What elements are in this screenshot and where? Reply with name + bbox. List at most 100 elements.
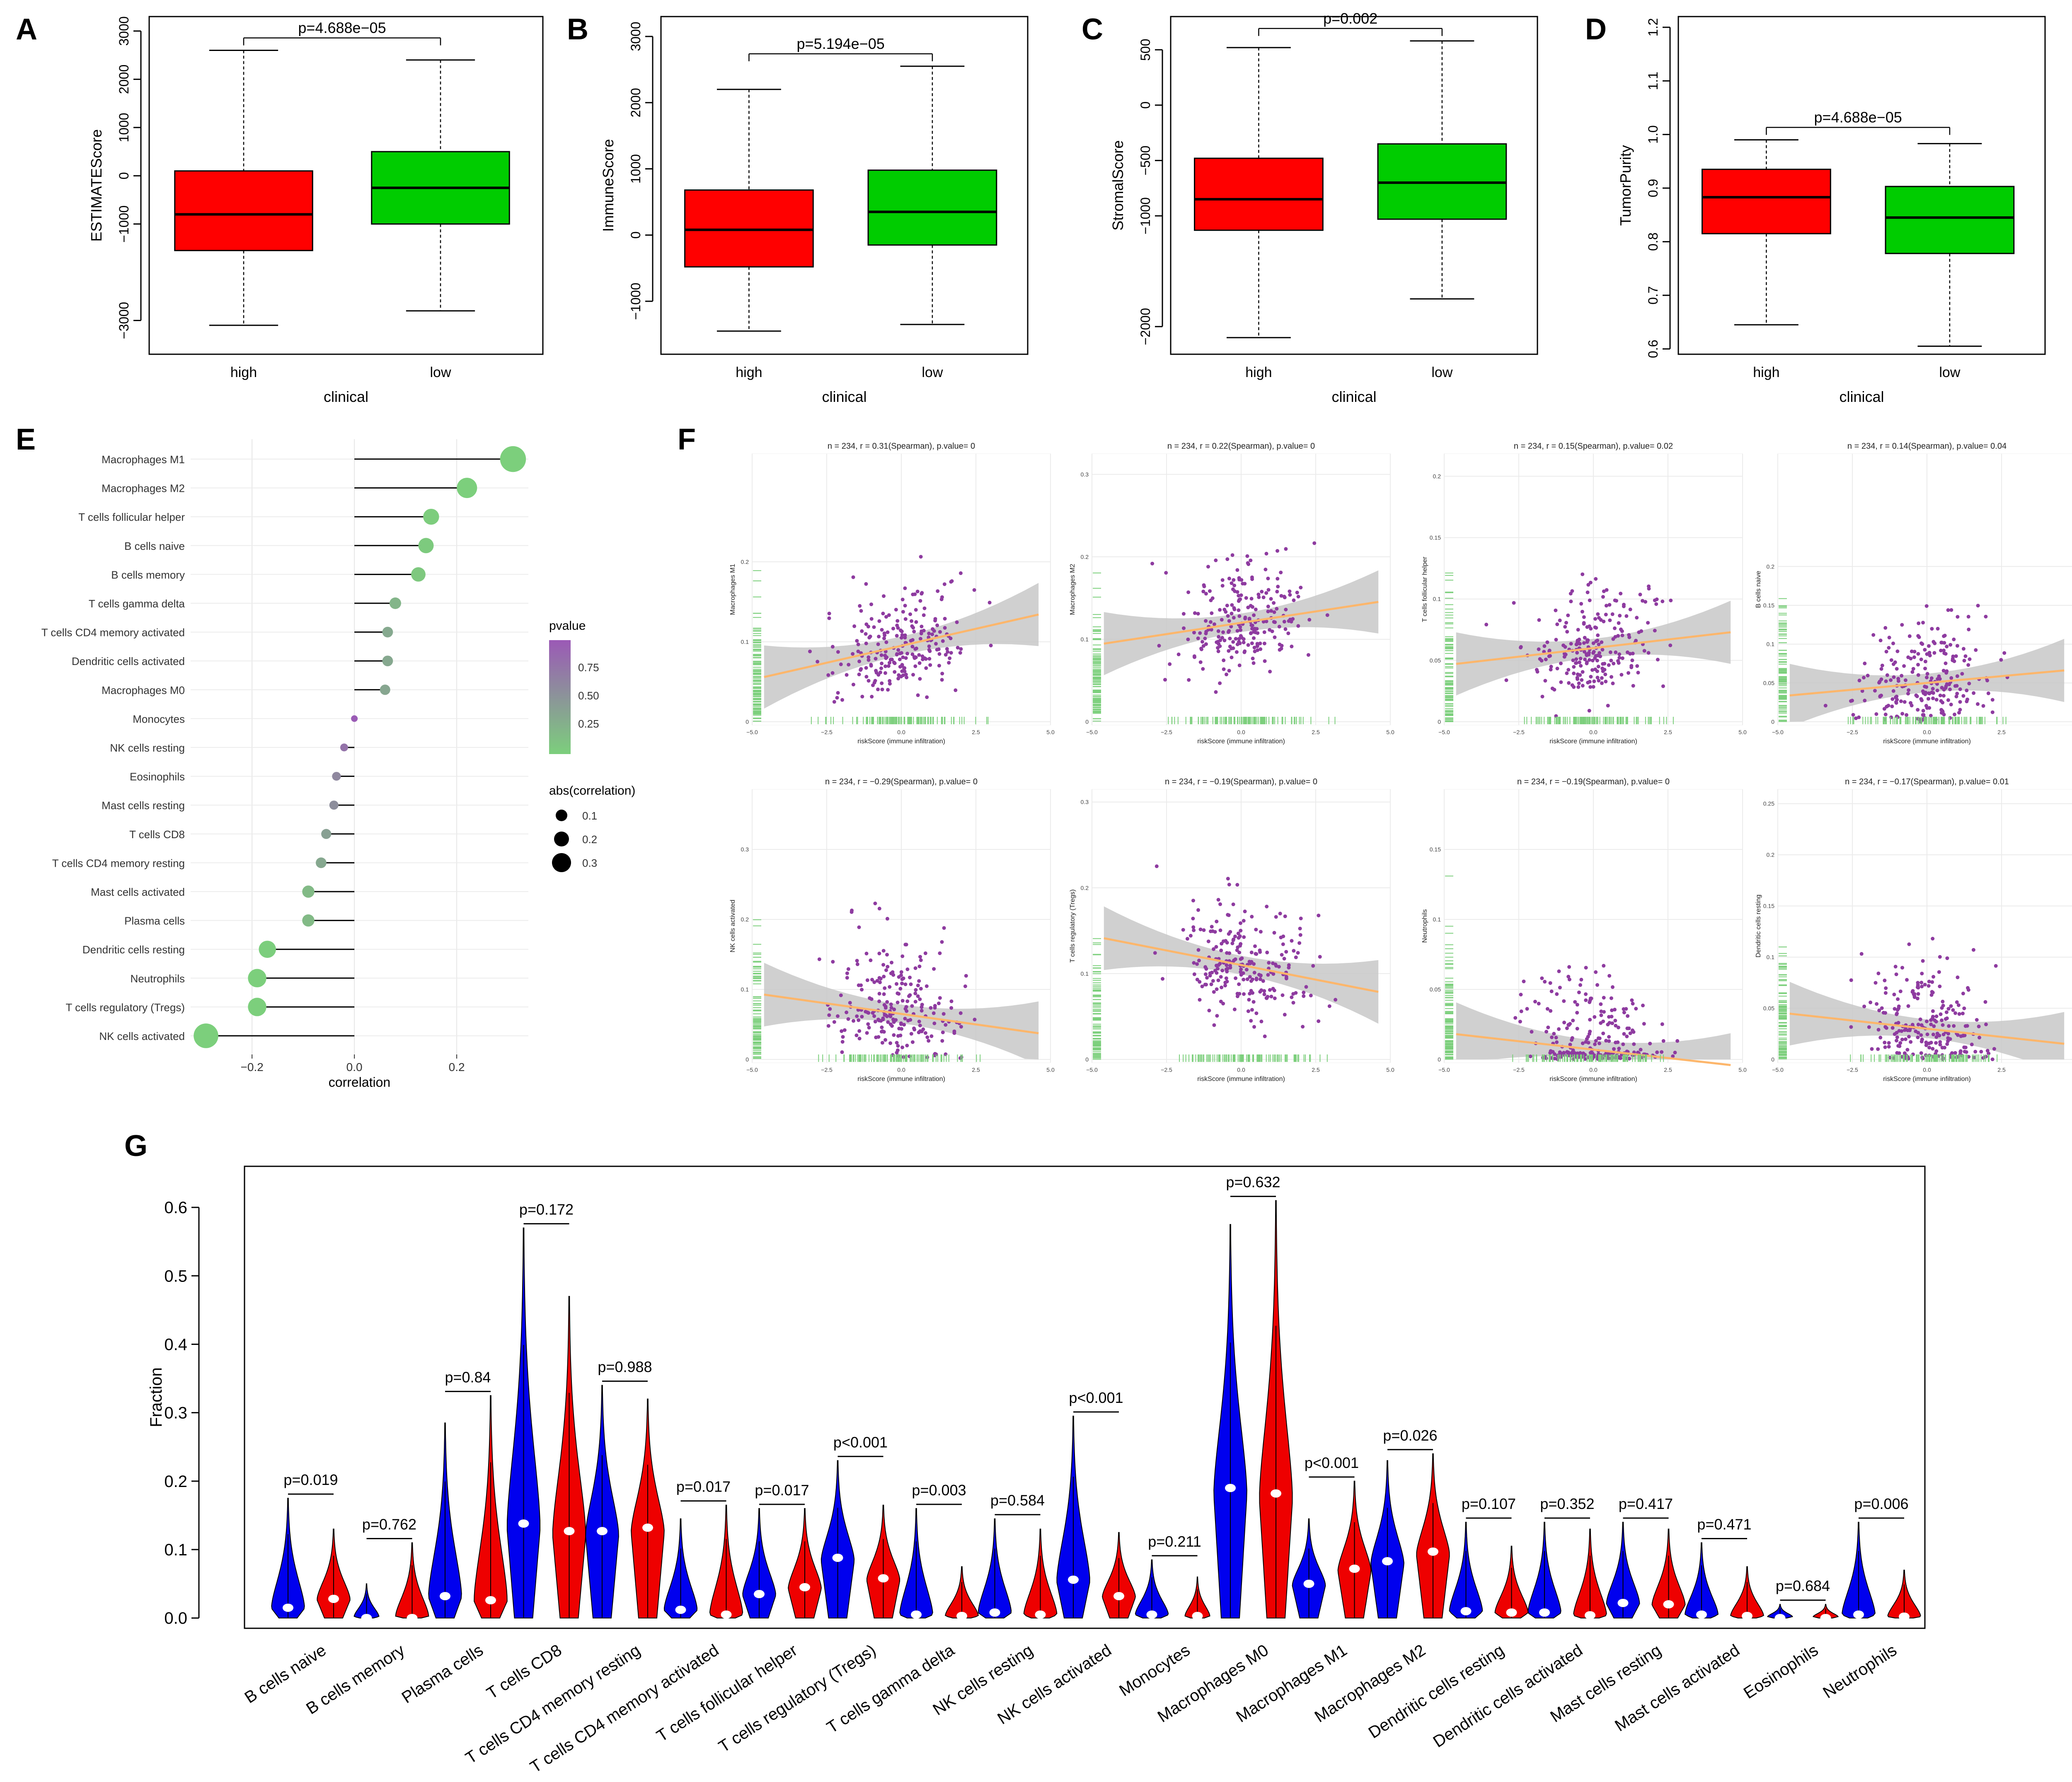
scatter-point [874, 1035, 878, 1040]
scatter-point [959, 1055, 963, 1059]
scatter-point [1231, 587, 1235, 591]
scatter-point [1937, 1033, 1941, 1037]
scatter-point [1222, 638, 1227, 643]
scatter-point [919, 958, 923, 962]
scatter-point [889, 1006, 893, 1010]
y-axis-label: Macrophages M1 [729, 564, 736, 615]
scatter-point [1558, 618, 1562, 622]
scatter-point [1201, 644, 1205, 648]
scatter-point [1302, 994, 1306, 998]
y-tick-label: 0 [1438, 718, 1441, 725]
scatter-point [1284, 547, 1288, 551]
scatter-point [1579, 664, 1583, 668]
pvalue-label: p=0.172 [519, 1201, 574, 1218]
scatter-point [903, 604, 907, 608]
scatter-point [1660, 1022, 1664, 1026]
pvalue-label: p=0.211 [1148, 1533, 1201, 1550]
scatter-point [1196, 612, 1200, 616]
scatter-point [1622, 1011, 1626, 1015]
scatter-point [1233, 934, 1237, 938]
scatter-point [1239, 634, 1243, 638]
scatter-point [1543, 679, 1547, 683]
y-tick-label: 0.1 [1433, 916, 1441, 923]
scatter-point [1229, 624, 1233, 629]
scatter-point [880, 1025, 884, 1030]
scatter-point [1611, 985, 1615, 989]
scatter-point [867, 658, 871, 662]
scatter-subplot: n = 234, r = 0.31(Spearman), p.value= 0−… [729, 442, 1055, 745]
scatter-point [901, 655, 905, 659]
scatter-point [1195, 977, 1199, 982]
scatter-point [1245, 977, 1249, 981]
scatter-point [1919, 658, 1923, 661]
y-tick-label: 1.2 [1646, 18, 1661, 36]
scatter-point [1225, 941, 1229, 945]
x-tick-label: high [230, 365, 257, 380]
scatter-point [1925, 675, 1929, 679]
scatter-point [1883, 1045, 1887, 1049]
scatter-point [1614, 1024, 1618, 1028]
scatter-point [1276, 585, 1280, 589]
scatter-point [1528, 1054, 1532, 1059]
x-tick-label: low [1431, 365, 1452, 380]
scatter-point [1264, 591, 1268, 595]
regression-line [764, 613, 1039, 678]
scatter-point [1513, 1016, 1518, 1020]
panel-a-boxplot: high lowclinical−3000−10000100020003000ES… [88, 16, 544, 405]
scatter-point [1230, 941, 1234, 945]
x-tick-label: 2.5 [1664, 729, 1672, 735]
scatter-point [1562, 999, 1566, 1003]
scatter-point [1215, 971, 1219, 975]
scatter-point [1292, 949, 1296, 953]
y-tick-label: −3000 [116, 302, 131, 339]
scatter-point [1235, 948, 1239, 952]
scatter-point [1272, 601, 1276, 605]
scatter-point [1226, 614, 1230, 618]
scatter-point [1207, 1008, 1211, 1013]
scatter-point [1210, 925, 1214, 929]
box-high [1194, 157, 1324, 231]
scatter-point [1594, 626, 1598, 630]
scatter-point [1862, 1004, 1866, 1008]
x-tick-label: −2.5 [1161, 1066, 1172, 1073]
scatter-point [1299, 585, 1303, 590]
scatter-point [845, 1011, 849, 1014]
x-tick-label: 5.0 [1738, 1066, 1747, 1073]
scatter-point [1259, 930, 1263, 934]
violin-median [440, 1592, 450, 1601]
scatter-point [1246, 643, 1250, 647]
scatter-point [1906, 692, 1910, 696]
scatter-point [1604, 1039, 1608, 1043]
scatter-point [931, 627, 935, 631]
scatter-point [1607, 663, 1611, 667]
scatter-point [1592, 679, 1596, 683]
scatter-point [867, 1025, 871, 1030]
scatter-point [847, 663, 851, 667]
scatter-point [903, 982, 908, 987]
scatter-point [1966, 988, 1970, 992]
y-tick-label: 0.1 [1767, 641, 1775, 648]
scatter-point [886, 1020, 890, 1024]
scatter-point [1576, 640, 1579, 644]
scatter-point [1920, 699, 1924, 702]
pvalue-label: p=0.019 [283, 1471, 338, 1488]
scatter-point [1230, 553, 1234, 557]
scatter-point [827, 1013, 831, 1017]
scatter-point [1196, 948, 1201, 952]
scatter-point [1588, 1018, 1592, 1022]
scatter-point [1242, 637, 1246, 641]
scatter-point [1600, 648, 1605, 652]
box-low [867, 169, 997, 246]
violin-median [518, 1519, 529, 1528]
scatter-point [870, 978, 874, 982]
scatter-point [1237, 608, 1241, 612]
scatter-point [1234, 976, 1238, 980]
violin-median [1539, 1608, 1550, 1617]
y-tick-label: 0.2 [1767, 851, 1775, 858]
x-axis-label: clinical [324, 388, 368, 405]
scatter-point [920, 654, 925, 658]
scatter-point [1595, 983, 1599, 987]
scatter-point [903, 636, 907, 640]
scatter-point [1932, 1024, 1936, 1028]
scatter-point [1962, 1045, 1966, 1049]
